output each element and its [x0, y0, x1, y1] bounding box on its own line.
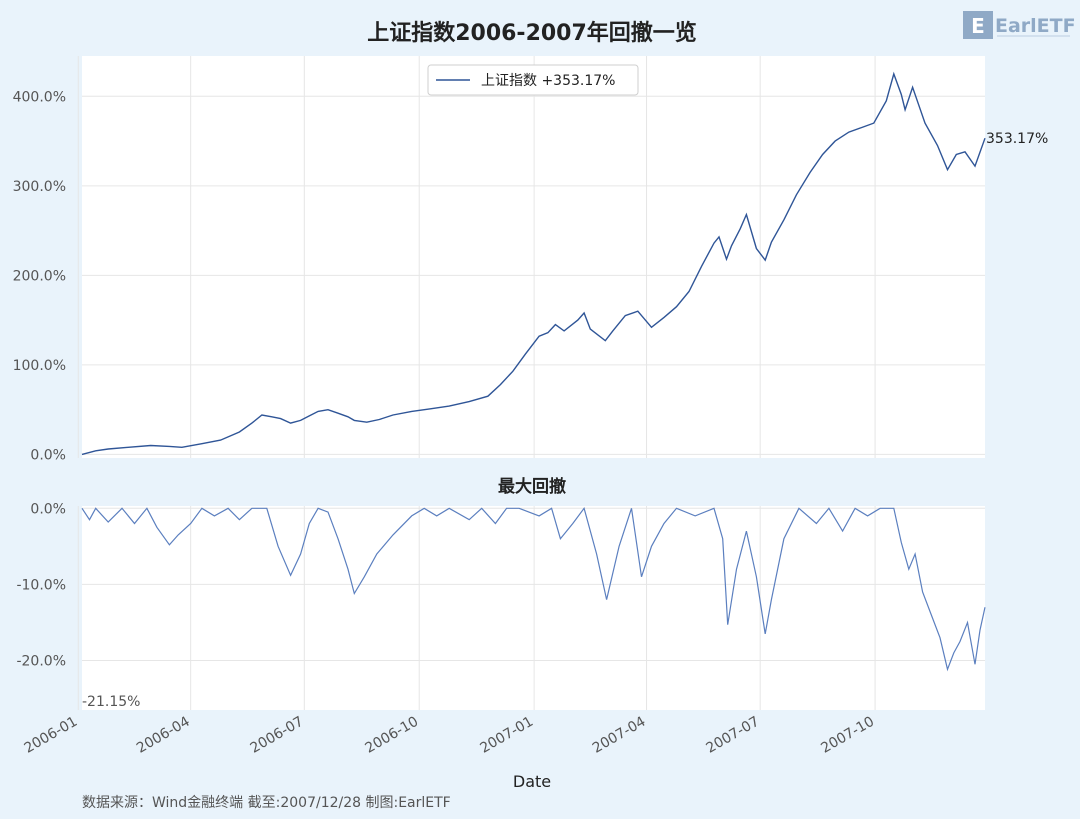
- y-tick-label: 0.0%: [30, 447, 66, 463]
- y-tick-label: 300.0%: [13, 179, 66, 195]
- y-tick-label: -20.0%: [16, 654, 66, 670]
- y-tick-label: 0.0%: [30, 501, 66, 517]
- x-tick-labels: 2006-01 2006-04 2006-07 2006-10 2007-01 2007-…: [22, 714, 878, 757]
- logo-text: EarlETF: [995, 15, 1076, 37]
- y-tick-label: 400.0%: [13, 89, 66, 105]
- drawdown-series-line: [81, 506, 986, 672]
- main-plot-area: [82, 56, 985, 458]
- x-tick-label: 2006-07: [248, 714, 307, 757]
- main-y-tick-labels: 0.0% 100.0% 200.0% 300.0% 400.0%: [13, 89, 66, 463]
- y-tick-label: -10.0%: [16, 577, 66, 593]
- x-tick-label: 2007-01: [477, 714, 536, 757]
- main-series-line: [81, 71, 986, 456]
- legend-label: 上证指数 +353.17%: [481, 73, 615, 89]
- x-tick-label: 2007-04: [590, 714, 649, 757]
- main-end-label: 353.17%: [986, 131, 1048, 147]
- y-tick-label: 100.0%: [13, 358, 66, 374]
- earletf-logo: E EarlETF: [963, 11, 1076, 39]
- drawdown-min-label: -21.15%: [82, 694, 140, 710]
- drawdown-y-tick-labels: 0.0% -10.0% -20.0%: [16, 501, 66, 669]
- footer-source: 数据来源：Wind金融终端 截至:2007/12/28 制图:EarlETF: [82, 795, 451, 811]
- drawdown-grid: [77, 506, 985, 710]
- y-tick-label: 200.0%: [13, 268, 66, 284]
- x-tick-label: 2006-10: [363, 714, 422, 757]
- legend: 上证指数 +353.17%: [427, 64, 639, 96]
- x-axis-label: Date: [513, 772, 551, 791]
- svg-text:E: E: [971, 14, 985, 38]
- x-tick-label: 2006-01: [22, 714, 81, 757]
- main-grid: [77, 56, 985, 458]
- x-tick-label: 2007-10: [818, 714, 877, 757]
- chart-title: 上证指数2006-2007年回撤一览: [367, 20, 697, 46]
- drawdown-plot-area: [82, 506, 985, 710]
- drawdown-subtitle: 最大回撤: [498, 476, 566, 497]
- x-tick-label: 2006-04: [134, 714, 193, 757]
- x-tick-label: 2007-07: [704, 714, 763, 757]
